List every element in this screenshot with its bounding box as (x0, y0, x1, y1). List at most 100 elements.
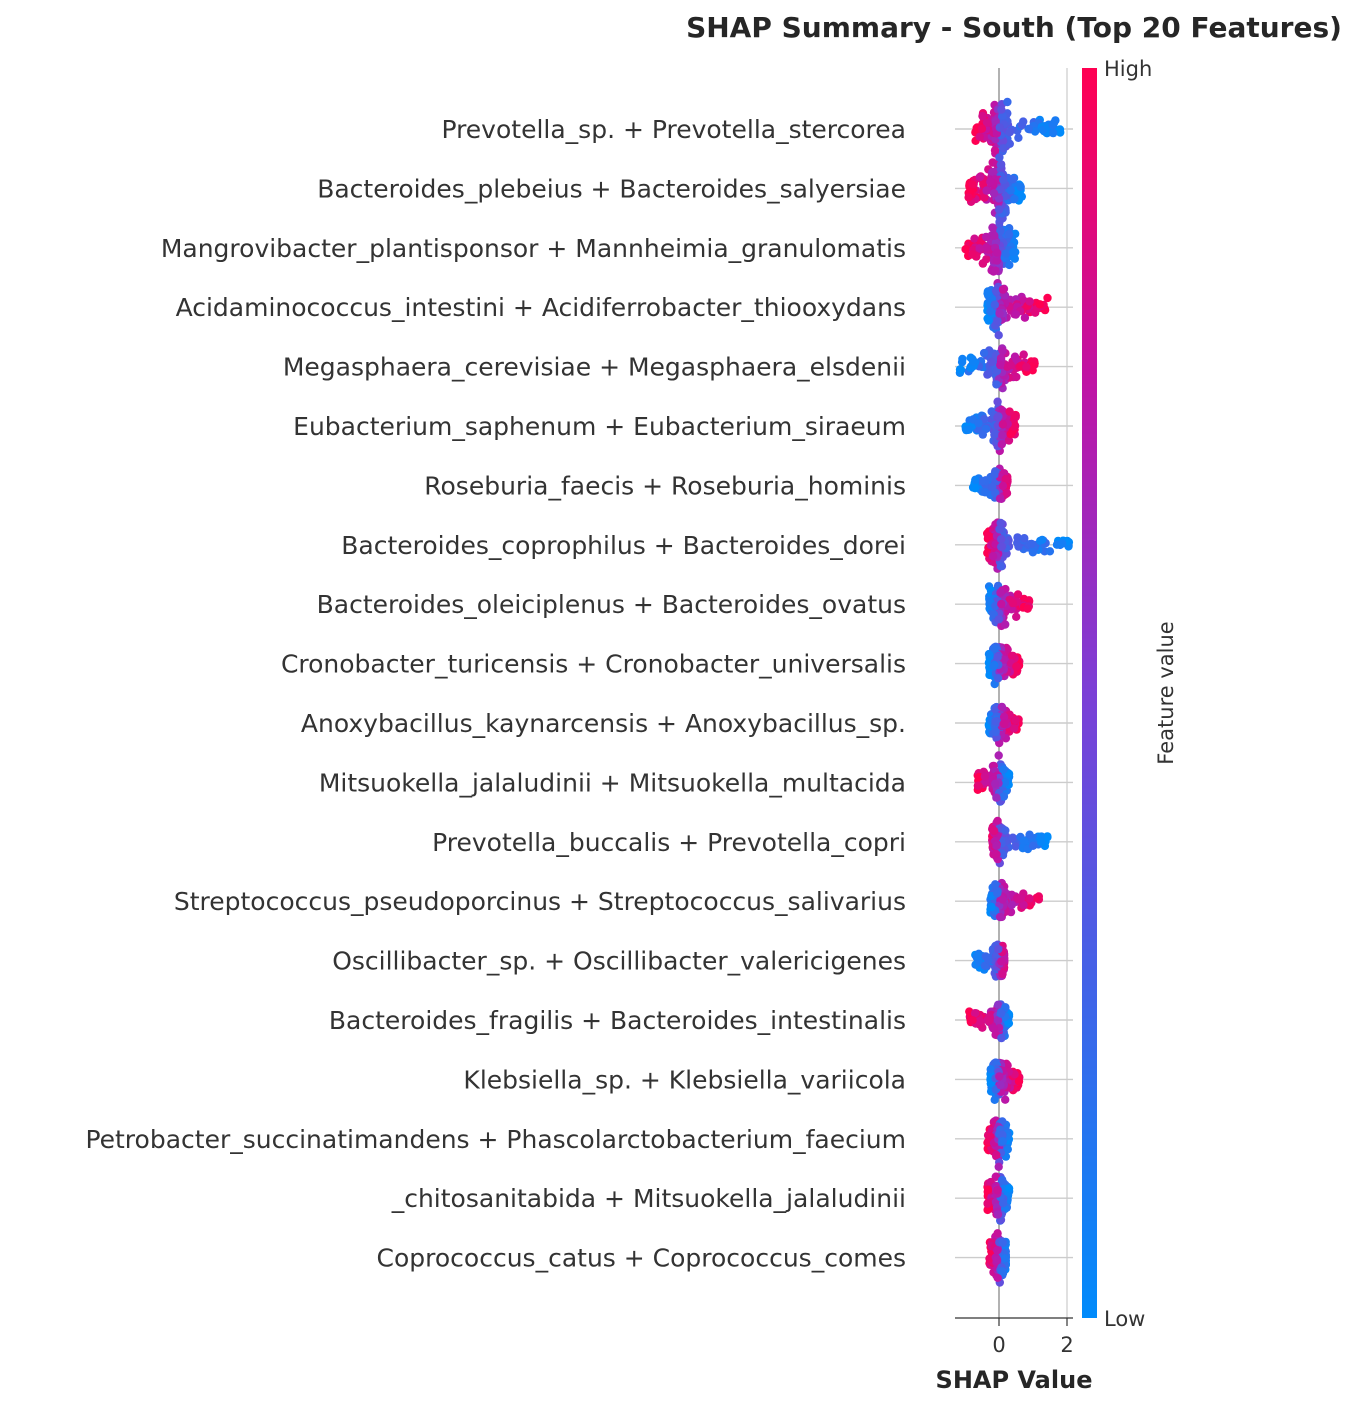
shap-point (995, 912, 1005, 922)
shap-point (1023, 604, 1032, 613)
shap-point (1043, 833, 1052, 842)
shap-point (1005, 128, 1014, 137)
shap-point (989, 1024, 998, 1033)
feature-labels: Prevotella_sp. + Prevotella_stercorea Bac… (85, 115, 906, 1273)
shap-point (1005, 407, 1014, 416)
chart-title: SHAP Summary - South (Top 20 Features) (686, 11, 1342, 44)
shap-point (990, 231, 999, 240)
shap-point (984, 316, 993, 325)
feature-label: Mitsuokella_jalaludinii + Mitsuokella_mu… (319, 768, 906, 797)
shap-point (998, 481, 1008, 491)
shap-point (970, 1009, 980, 1018)
shap-point (975, 244, 984, 253)
shap-point (993, 1016, 1003, 1025)
x-axis-label: SHAP Value (936, 1366, 1093, 1394)
shap-point (968, 357, 978, 366)
feature-row-points (983, 518, 1074, 573)
shap-point (992, 286, 1001, 295)
feature-label: Roseburia_faecis + Roseburia_hominis (424, 471, 906, 500)
shap-point (996, 588, 1005, 597)
shap-point (1001, 474, 1010, 484)
feature-label: Streptococcus_pseudoporcinus + Streptoco… (174, 887, 906, 916)
shap-point (970, 484, 980, 493)
shap-point (997, 542, 1006, 551)
colorbar (1082, 68, 1097, 1318)
shap-point (979, 348, 989, 358)
shap-point (964, 193, 973, 202)
shap-point (986, 307, 995, 316)
shap-point (1001, 826, 1010, 835)
shap-point (996, 1009, 1006, 1018)
shap-point (996, 354, 1006, 363)
shap-point (991, 727, 1000, 737)
feature-row-points (983, 1116, 1014, 1167)
shap-point (999, 175, 1008, 185)
feature-label: Bacteroides_fragilis + Bacteroides_intes… (329, 1006, 906, 1035)
shap-point (991, 1172, 1001, 1181)
shap-point (977, 477, 987, 486)
shap-point (1019, 900, 1028, 910)
feature-row-points (965, 1000, 1014, 1043)
shap-point (986, 177, 995, 187)
shap-point (984, 649, 994, 659)
shap-point (1012, 662, 1021, 671)
shap-point (979, 179, 988, 189)
shap-point (1030, 127, 1040, 136)
shap-point (973, 951, 982, 961)
shap-point (993, 1273, 1002, 1283)
shap-point (993, 1210, 1003, 1219)
shap-point (992, 1255, 1002, 1264)
shap-point (989, 189, 999, 198)
feature-row-points (971, 97, 1065, 158)
shap-point (994, 412, 1003, 421)
shap-point (992, 841, 1001, 850)
shap-point (1008, 598, 1017, 608)
feature-label: Megasphaera_cerevisiae + Megasphaera_els… (283, 353, 906, 382)
feature-row-points (961, 221, 1020, 288)
shap-point (1032, 893, 1041, 902)
shap-point (1002, 489, 1012, 498)
shap-point (970, 234, 979, 243)
shap-point (977, 124, 987, 133)
shap-point (984, 1185, 993, 1194)
shap-point (1011, 716, 1020, 725)
shap-point (999, 765, 1008, 774)
shap-point (1010, 254, 1019, 263)
shap-point (1055, 125, 1064, 135)
shap-point (1004, 1184, 1014, 1193)
feature-row-points (985, 1229, 1010, 1287)
shap-point (973, 781, 983, 790)
shap-point (995, 309, 1004, 318)
shap-point (1003, 1145, 1012, 1154)
feature-row-points (971, 940, 1009, 981)
shap-point (990, 470, 999, 479)
shap-point (993, 674, 1003, 683)
shap-point (1001, 249, 1011, 258)
shap-point (1017, 192, 1026, 201)
shap-point (1014, 1077, 1024, 1086)
shap-point (1010, 194, 1019, 204)
feature-label: _chitosanitabida + Mitsuokella_jalaludin… (391, 1184, 906, 1213)
shap-point (968, 1016, 977, 1025)
feature-row-points (973, 751, 1014, 806)
shap-point (995, 1072, 1004, 1081)
shap-point (980, 772, 990, 781)
shap-point (996, 185, 1005, 194)
shap-point (999, 792, 1009, 801)
shap-point (1010, 352, 1020, 361)
shap-point (988, 482, 997, 492)
shap-point (993, 653, 1002, 662)
feature-label: Mangrovibacter_plantisponsor + Mannheimi… (161, 234, 906, 263)
shap-point (1038, 535, 1047, 545)
shap-point (1022, 362, 1031, 372)
shap-point (996, 160, 1005, 169)
shap-point (997, 1033, 1006, 1043)
shap-point (982, 243, 991, 252)
feature-row-points (983, 1162, 1014, 1225)
x-tick-label: 2 (1060, 1333, 1073, 1357)
shap-point (1020, 534, 1029, 543)
shap-point (1028, 841, 1038, 850)
shap-point (1005, 260, 1014, 270)
feature-label: Prevotella_buccalis + Prevotella_copri (432, 828, 906, 857)
shap-point (999, 712, 1009, 722)
